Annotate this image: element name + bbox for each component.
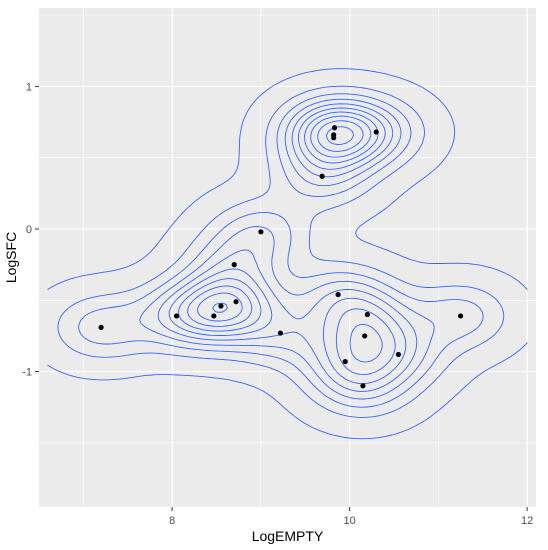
density-contour-line bbox=[168, 107, 407, 385]
density-contour-line bbox=[197, 120, 364, 322]
y-axis: -1 0 1 bbox=[22, 81, 39, 379]
data-point bbox=[211, 313, 217, 319]
density-contour-line bbox=[139, 98, 435, 400]
x-tick-label: 8 bbox=[169, 515, 175, 527]
density-contour-line bbox=[187, 115, 383, 363]
density-contour-line bbox=[178, 111, 396, 376]
density-contour-line bbox=[57, 85, 505, 418]
minor-gridlines bbox=[39, 8, 536, 507]
plot-panel bbox=[39, 8, 536, 507]
data-point bbox=[331, 125, 338, 131]
data-points bbox=[98, 125, 464, 389]
y-tick-label: -1 bbox=[22, 367, 32, 379]
data-point bbox=[231, 262, 237, 268]
y-axis-title: LogSFC bbox=[3, 232, 19, 283]
panel-background bbox=[39, 8, 536, 507]
data-point bbox=[342, 358, 348, 365]
x-axis: 8 10 12 bbox=[169, 507, 533, 527]
major-gridlines bbox=[39, 8, 536, 507]
data-point bbox=[258, 229, 264, 235]
data-point bbox=[233, 299, 239, 305]
data-point bbox=[319, 173, 325, 179]
density-contour-line bbox=[78, 93, 484, 408]
x-tick-label: 10 bbox=[344, 515, 356, 527]
data-point bbox=[277, 330, 283, 336]
data-point bbox=[360, 383, 366, 389]
data-point bbox=[364, 311, 370, 318]
density-contour-line bbox=[157, 103, 418, 392]
data-point bbox=[395, 351, 402, 358]
density-contour-line bbox=[47, 68, 528, 440]
y-tick-label: 0 bbox=[26, 224, 32, 236]
data-point bbox=[335, 291, 341, 298]
density-contours bbox=[47, 68, 528, 440]
x-tick-label: 12 bbox=[521, 515, 533, 527]
data-point bbox=[173, 313, 180, 319]
data-point bbox=[373, 129, 379, 135]
data-point bbox=[362, 333, 368, 339]
data-point bbox=[331, 132, 337, 138]
data-point bbox=[218, 303, 224, 309]
data-point bbox=[457, 313, 464, 319]
x-axis-title: LogEMPTY bbox=[252, 528, 324, 544]
y-tick-label: 1 bbox=[26, 81, 32, 93]
data-point bbox=[98, 324, 104, 330]
